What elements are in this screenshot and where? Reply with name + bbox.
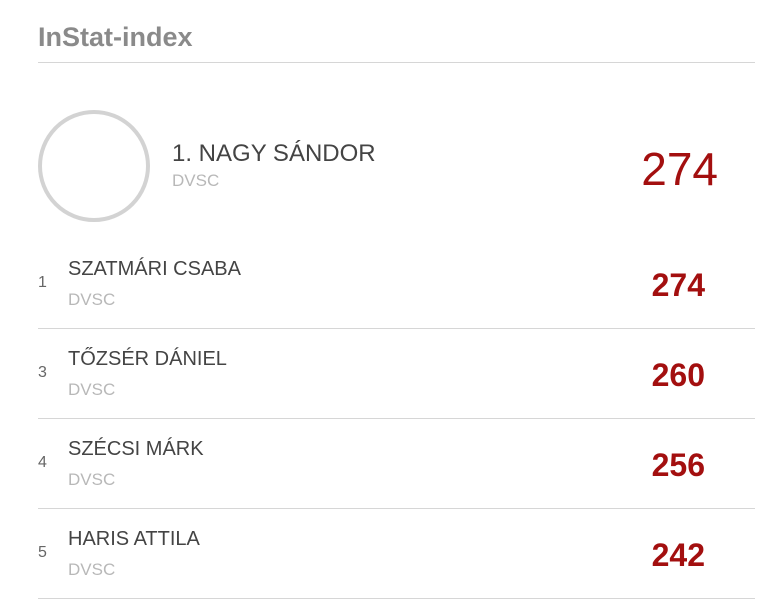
index-value: 274 — [651, 267, 705, 303]
index-value: 260 — [651, 357, 705, 393]
index-value: 256 — [651, 447, 705, 483]
player-name[interactable]: HARIS ATTILA — [68, 528, 200, 550]
club: DVSC — [68, 290, 116, 309]
player-name[interactable]: SZÉCSI MÁRK — [68, 438, 204, 460]
club: DVSC — [68, 470, 116, 489]
rank: 4 — [38, 454, 47, 471]
rank: 1 — [38, 274, 47, 291]
player-name[interactable]: SZATMÁRI CSABA — [68, 258, 241, 280]
row-rule — [38, 508, 755, 509]
row-rule — [38, 328, 755, 329]
leader-club: DVSC — [172, 171, 220, 190]
index-value: 242 — [651, 537, 705, 573]
row-rule — [38, 418, 755, 419]
leader-value: 274 — [641, 143, 718, 195]
row-rule — [38, 598, 755, 599]
widget-title: InStat-index — [38, 22, 193, 52]
rank: 5 — [38, 544, 47, 561]
club: DVSC — [68, 560, 116, 579]
player-photo — [38, 110, 150, 222]
club: DVSC — [68, 380, 116, 399]
leader-name[interactable]: 1. NAGY SÁNDOR — [172, 140, 376, 167]
title-rule — [38, 62, 755, 63]
rank: 3 — [38, 364, 47, 381]
player-name[interactable]: TŐZSÉR DÁNIEL — [68, 348, 227, 370]
